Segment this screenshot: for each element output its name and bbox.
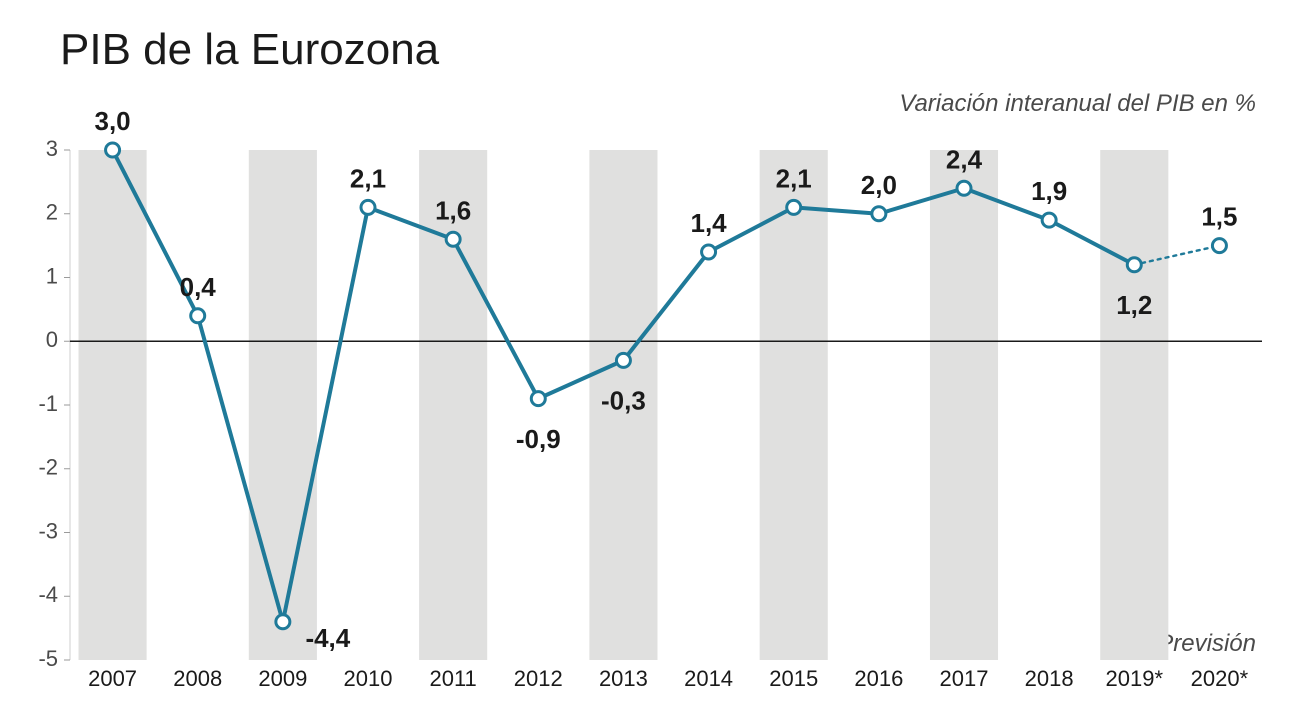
value-label: 2,1 [776,163,812,193]
data-point [531,392,545,406]
y-tick-label: 1 [46,263,58,288]
x-tick-label: 2011 [429,666,476,691]
y-tick-label: -4 [38,582,58,607]
x-tick-label: 2014 [684,666,733,691]
x-tick-label: 2017 [940,666,989,691]
x-tick-label: 2009 [258,666,307,691]
band [79,150,147,660]
data-point [106,143,120,157]
x-tick-label: 2007 [88,666,137,691]
value-label: 1,2 [1116,290,1152,320]
x-tick-label: 2019* [1106,666,1164,691]
x-tick-label: 2016 [854,666,903,691]
data-point [957,181,971,195]
x-tick-label: 2018 [1025,666,1074,691]
y-tick-label: 2 [46,200,58,225]
x-tick-label: 2008 [173,666,222,691]
band [249,150,317,660]
data-point [1212,239,1226,253]
data-point [1042,213,1056,227]
data-point [872,207,886,221]
x-tick-label: 2012 [514,666,563,691]
data-point [616,353,630,367]
data-point [361,200,375,214]
data-point [1127,258,1141,272]
value-label: -4,4 [305,623,350,653]
y-tick-label: 3 [46,136,58,161]
band [760,150,828,660]
data-point [191,309,205,323]
data-point [446,232,460,246]
y-tick-label: 0 [46,327,58,352]
y-tick-label: -1 [38,391,58,416]
value-label: 3,0 [94,106,130,136]
x-tick-label: 2020* [1191,666,1249,691]
data-point [787,200,801,214]
value-label: -0,9 [516,424,561,454]
chart-canvas: -5 -4 -3 -2 -1 0 1 2 3 2007 2008 2009 2010 2011 2012 20… [0,0,1292,728]
y-tick-label: -5 [38,646,58,671]
value-label: 1,6 [435,195,471,225]
value-label: 2,4 [946,144,983,174]
value-label: -0,3 [601,386,646,416]
value-label: 1,5 [1201,202,1237,232]
value-label: 2,1 [350,163,386,193]
data-point [276,615,290,629]
band [930,150,998,660]
y-tick-label: -2 [38,455,58,480]
value-label: 0,4 [180,272,217,302]
x-tick-label: 2013 [599,666,648,691]
value-label: 1,4 [690,208,727,238]
data-point [702,245,716,259]
band [1100,150,1168,660]
band [419,150,487,660]
x-tick-label: 2015 [769,666,818,691]
value-label: 2,0 [861,170,897,200]
x-tick-label: 2010 [344,666,393,691]
y-tick-label: -3 [38,518,58,543]
value-label: 1,9 [1031,176,1067,206]
